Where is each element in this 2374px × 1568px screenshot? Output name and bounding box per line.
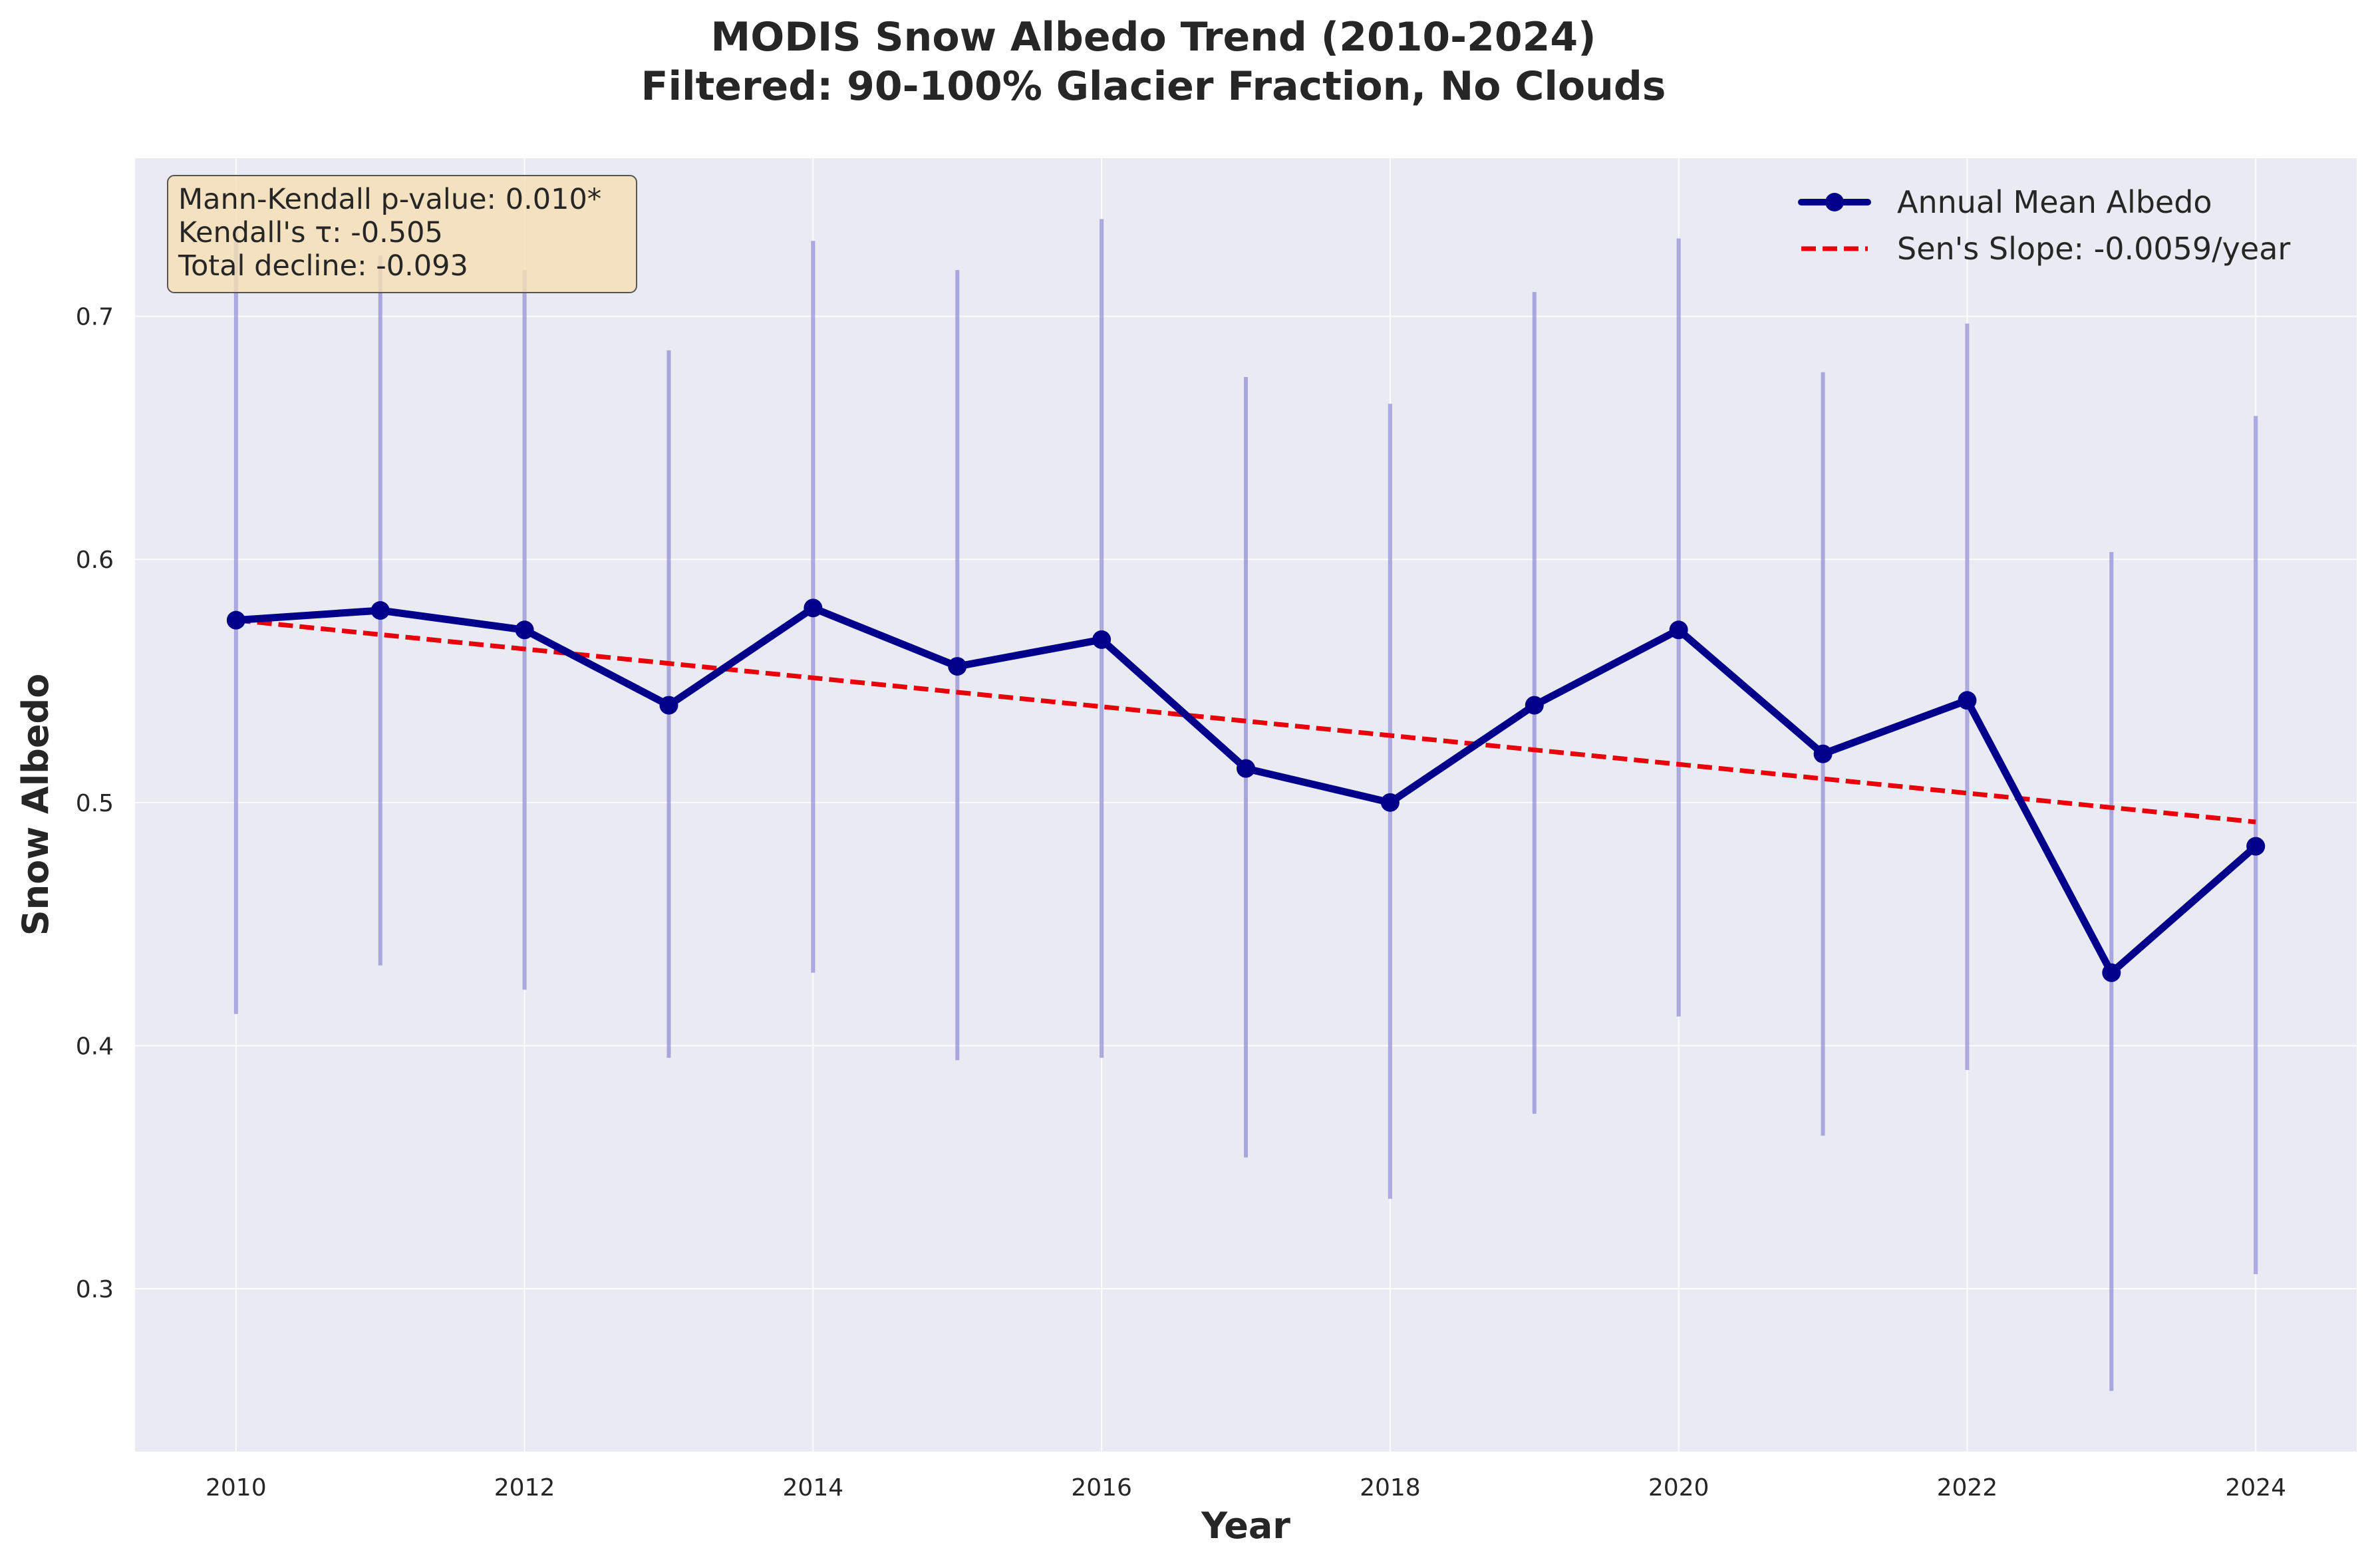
annual-mean-point	[659, 696, 678, 715]
x-tick-label: 2022	[1937, 1474, 1998, 1502]
annual-mean-point	[1092, 630, 1111, 649]
annual-mean-point	[2102, 964, 2121, 982]
annual-mean-point	[1237, 759, 1255, 778]
y-tick-label: 0.4	[76, 1033, 114, 1060]
stats-kendall-tau: Kendall's τ: -0.505	[178, 216, 443, 249]
annual-mean-point	[2246, 837, 2265, 856]
annual-mean-point	[1525, 696, 1544, 715]
annual-mean-point	[804, 598, 822, 617]
annual-mean-point	[371, 601, 390, 620]
y-tick-label: 0.3	[76, 1276, 114, 1303]
annual-mean-point	[948, 657, 966, 676]
annual-mean-point	[227, 611, 245, 630]
x-tick-label: 2024	[2225, 1474, 2286, 1502]
x-tick-label: 2016	[1071, 1474, 1132, 1502]
x-tick-label: 2010	[206, 1474, 267, 1502]
annual-mean-point	[1814, 745, 1833, 763]
chart-title-line2: Filtered: 90-100% Glacier Fraction, No C…	[641, 63, 1666, 110]
x-tick-label: 2014	[783, 1474, 844, 1502]
chart-title-line1: MODIS Snow Albedo Trend (2010-2024)	[710, 14, 1596, 61]
legend-label-trend: Sen's Slope: -0.0059/year	[1897, 231, 2290, 267]
x-axis-label: Year	[1201, 1505, 1290, 1547]
stats-p-value: Mann-Kendall p-value: 0.010*	[178, 183, 601, 216]
legend-swatch-mean-marker	[1825, 193, 1844, 211]
y-tick-label: 0.5	[76, 790, 114, 817]
y-axis-label: Snow Albedo	[15, 674, 57, 936]
stats-box: Mann-Kendall p-value: 0.010* Kendall's τ…	[168, 176, 637, 293]
x-tick-label: 2018	[1360, 1474, 1421, 1502]
x-tick-label: 2020	[1648, 1474, 1709, 1502]
y-tick-label: 0.7	[76, 304, 114, 331]
annual-mean-point	[1958, 691, 1976, 710]
annual-mean-point	[1381, 793, 1400, 812]
annual-mean-point	[1670, 620, 1688, 639]
annual-mean-point	[516, 620, 534, 639]
x-tick-label: 2012	[494, 1474, 555, 1502]
legend-label-mean: Annual Mean Albedo	[1897, 184, 2212, 220]
y-tick-label: 0.6	[76, 547, 114, 574]
stats-total-decline: Total decline: -0.093	[178, 249, 468, 283]
